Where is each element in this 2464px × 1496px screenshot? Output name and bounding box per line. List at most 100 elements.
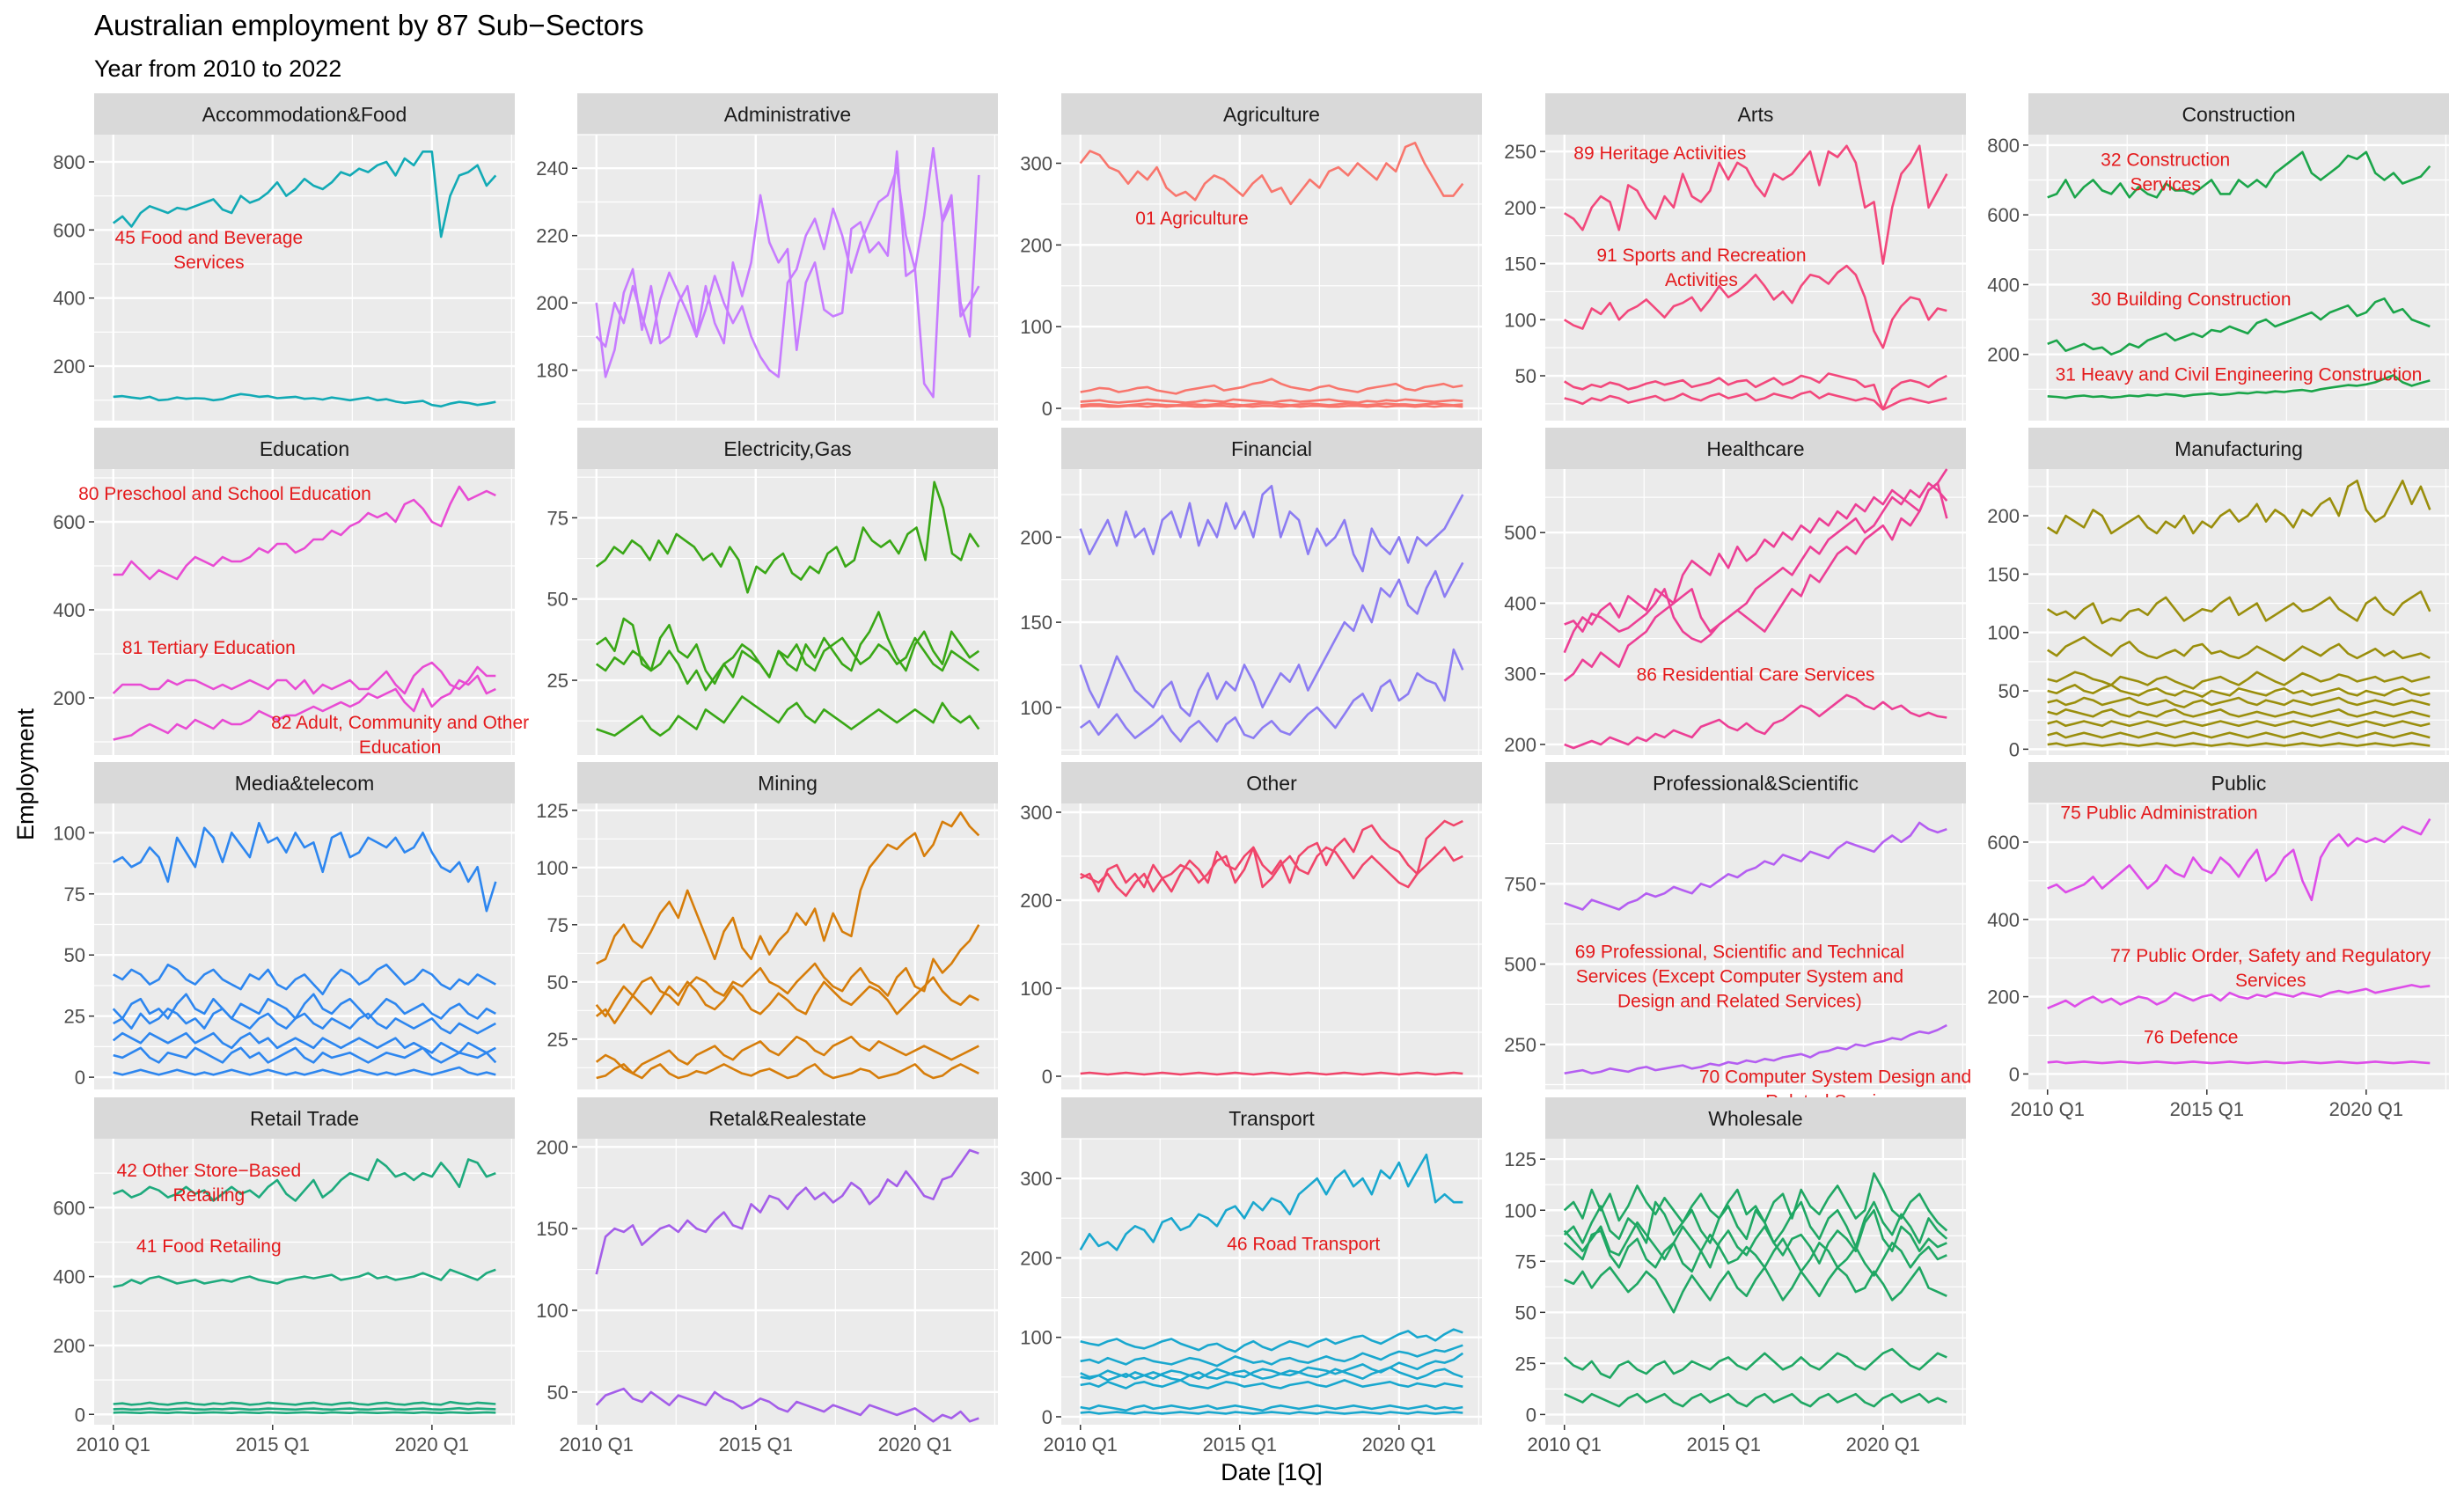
series-line	[595, 924, 980, 1018]
facet-strip-label: Manufacturing	[2174, 437, 2303, 460]
y-tick-label: 150	[1504, 253, 1536, 275]
y-tick-label: 0	[1526, 1404, 1536, 1426]
series-line	[1080, 404, 1463, 408]
x-tick-label: 2015 Q1	[236, 1434, 310, 1456]
y-tick-label: 200	[53, 356, 85, 378]
series-line	[595, 976, 979, 1024]
y-tick-label: 200	[1987, 986, 2020, 1008]
series-annotation: 69 Professional, Scientific and Technica…	[1575, 942, 1904, 1011]
series-line	[113, 964, 496, 995]
series-annotation: 81 Tertiary Education	[122, 638, 296, 658]
facet-strip	[94, 428, 515, 469]
x-tick-label: 2020 Q1	[878, 1434, 952, 1456]
y-tick-label: 100	[53, 822, 85, 844]
series-line	[2047, 731, 2431, 739]
series-line	[595, 636, 980, 692]
facet-strip-label: Retail Trade	[250, 1107, 359, 1130]
series-line	[113, 674, 496, 741]
y-tick-label: 100	[1020, 978, 1052, 1000]
series-line	[2047, 696, 2431, 708]
facet-strip	[577, 762, 998, 803]
y-tick-label: 220	[536, 225, 568, 247]
series-line	[1080, 846, 1463, 898]
series-annotation: 77 Public Order, Safety and Regulatory Se…	[2110, 946, 2431, 991]
y-tick-label: 750	[1504, 873, 1536, 895]
series-line	[113, 392, 496, 408]
y-tick-label: 200	[536, 292, 568, 314]
facet-strip	[577, 428, 998, 469]
series-line	[1079, 648, 1464, 743]
y-tick-label: 0	[1042, 1406, 1052, 1428]
y-tick-label: 150	[536, 1218, 568, 1240]
y-tick-label: 50	[1515, 1302, 1536, 1324]
facet-strip	[1061, 1097, 1482, 1139]
panel-background	[577, 1139, 998, 1425]
series-line	[1079, 1153, 1463, 1251]
series-line	[2047, 150, 2431, 199]
series-line	[2046, 479, 2431, 535]
y-tick-label: 100	[536, 857, 568, 879]
facet-strip	[577, 93, 998, 135]
series-line	[1079, 142, 1464, 206]
y-tick-label: 75	[547, 914, 568, 936]
y-axis-label: Employment	[12, 708, 39, 840]
series-line	[1080, 1379, 1463, 1390]
y-tick-label: 50	[547, 1382, 568, 1404]
x-tick-label: 2020 Q1	[1846, 1434, 1920, 1456]
y-tick-label: 100	[1504, 1199, 1536, 1221]
facet-panel: Construction 200 400 600 800 32 Construction S…	[1987, 93, 2449, 421]
panel-background	[1545, 469, 1966, 755]
facet-panel: Mining 25 50 75 100 125	[536, 762, 998, 1089]
facet-strip-label: Healthcare	[1706, 437, 1804, 460]
facet-strip	[2028, 93, 2449, 135]
y-tick-label: 100	[1020, 697, 1052, 719]
y-tick-label: 200	[53, 1335, 85, 1357]
y-tick-label: 600	[1987, 204, 2020, 226]
facet-strip-label: Public	[2211, 772, 2267, 795]
panel-background	[1545, 803, 1966, 1089]
panel-background	[2028, 135, 2449, 421]
series-annotation: 46 Road Transport	[1227, 1234, 1380, 1254]
series-line	[596, 811, 980, 965]
x-tick-label: 2020 Q1	[2329, 1098, 2403, 1120]
series-line	[1079, 561, 1464, 717]
series-line	[2047, 297, 2431, 356]
facet-panel: Retal&Realestate 50 100 150 200 2010 Q1 2015 Q…	[536, 1097, 998, 1456]
series-line	[1564, 481, 1948, 643]
facet-strip	[1061, 762, 1482, 803]
y-tick-label: 200	[53, 687, 85, 709]
facet-panel: Agriculture 0 100 200 300 01 Agriculture	[1020, 93, 1482, 421]
facet-strip-label: Administrative	[724, 103, 851, 126]
facet-panel: Retail Trade 0 200 400 600 2010 Q1 2015 Q1 2020…	[53, 1097, 515, 1456]
series-annotation: 32 Construction Services	[2101, 150, 2230, 195]
facet-panel: Healthcare 200 300 400 500 86 Residential Car…	[1504, 428, 1966, 756]
series-line	[1080, 1071, 1463, 1076]
series-line	[1079, 484, 1464, 573]
x-tick-label: 2015 Q1	[1687, 1434, 1761, 1456]
panel-background	[1061, 803, 1482, 1089]
y-tick-label: 800	[53, 151, 85, 173]
series-annotation: 01 Agriculture	[1135, 209, 1248, 229]
facet-strip	[577, 1097, 998, 1139]
facet-strip-label: Education	[260, 437, 349, 460]
facet-strip-label: Transport	[1228, 1107, 1315, 1130]
facet-strip-label: Electricity,Gas	[723, 437, 851, 460]
y-tick-label: 0	[1042, 1066, 1052, 1088]
y-tick-label: 50	[1998, 680, 2020, 702]
facet-panel: Wholesale 0 25 50 75 100 125 2010 Q1 2015 Q1 2020…	[1504, 1097, 1966, 1456]
series-line	[1080, 1366, 1463, 1382]
facet-strip-label: Arts	[1738, 103, 1774, 126]
y-tick-label: 200	[1987, 344, 2020, 366]
x-tick-label: 2015 Q1	[2170, 1098, 2244, 1120]
y-tick-label: 400	[53, 599, 85, 621]
y-tick-label: 200	[1020, 1247, 1052, 1269]
series-line	[2047, 742, 2431, 747]
series-annotation: 45 Food and Beverage Services	[115, 228, 304, 273]
facet-strip	[94, 762, 515, 803]
x-tick-label: 2010 Q1	[1044, 1434, 1118, 1456]
x-tick-label: 2010 Q1	[77, 1434, 150, 1456]
facet-panel: Other 0 100 200 300	[1020, 762, 1482, 1089]
y-tick-label: 125	[1504, 1148, 1536, 1170]
facet-strip-label: Mining	[758, 772, 818, 795]
series-line	[595, 480, 980, 594]
